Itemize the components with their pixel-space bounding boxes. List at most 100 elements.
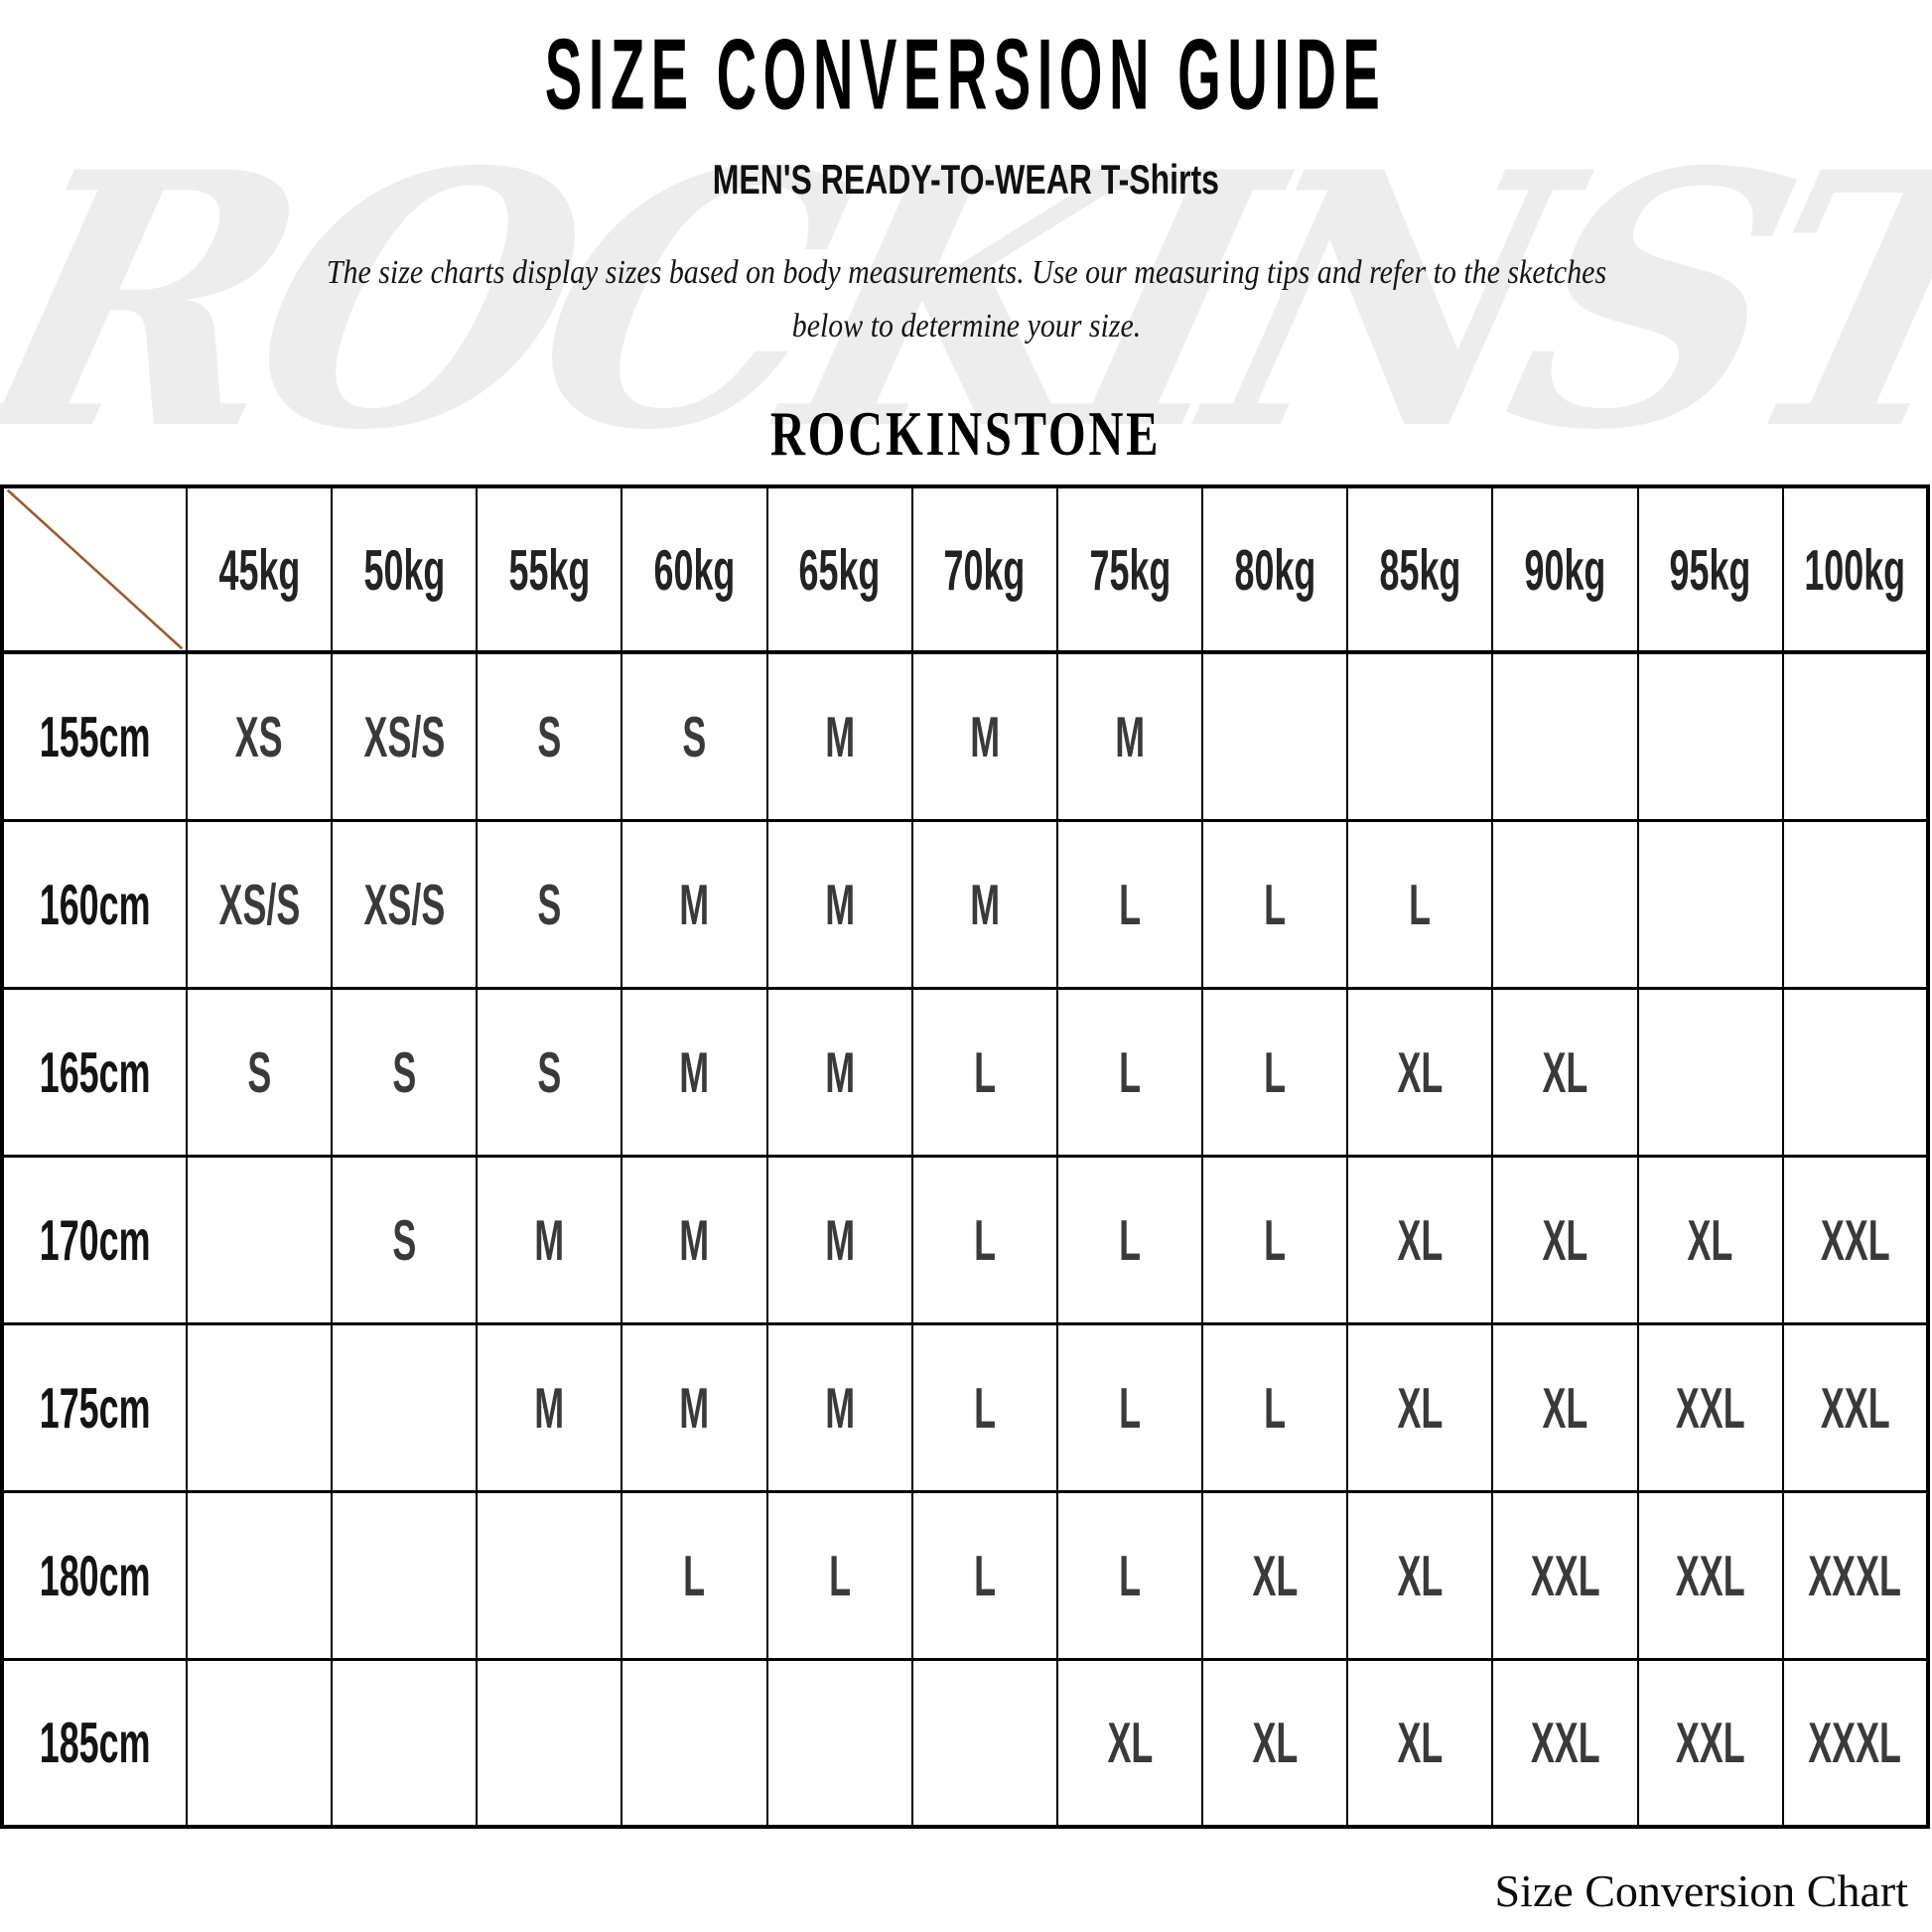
size-cell-empty [621,1657,768,1829]
size-cell-180cm-L: L [910,1489,1058,1661]
subtitle: MEN'S READY-TO-WEAR T-Shirts [0,157,1932,204]
size-cell-180cm-XXL: XXL [1636,1489,1784,1661]
weight-header-65kg: 65kg [765,484,913,654]
brand-name: ROCKINSTONE [770,398,1162,469]
size-cell-185cm-XL: XL [1346,1657,1494,1829]
size-cell-175cm-L: L [1201,1321,1349,1493]
size-cell-155cm-M: M [1055,650,1204,822]
size-cell-170cm-S: S [331,1154,479,1325]
size-cell-170cm-L: L [910,1154,1058,1325]
size-cell-155cm-S: S [621,650,768,822]
size-cell-175cm-L: L [910,1321,1058,1493]
size-cell-165cm-XL: XL [1346,986,1494,1158]
size-cell-170cm-M: M [621,1154,768,1325]
size-cell-170cm-M: M [765,1154,913,1325]
size-cell-155cm-XS: XS [185,650,334,822]
weight-header-50kg: 50kg [331,484,479,654]
size-cell-170cm-XL: XL [1346,1154,1494,1325]
size-cell-165cm-S: S [185,986,334,1158]
size-cell-empty [1491,818,1639,990]
size-table-body: 155cm XS XS/S S S M M M 160cm XS/S XS/S S M M M L L L 165c… [1,650,1930,1829]
table-row-170cm: 170cm S M M M L L L XL XL XL XXL [1,1154,1930,1325]
weight-header-90kg: 90kg [1491,484,1639,654]
size-cell-empty [910,1657,1058,1829]
size-cell-empty [1781,650,1930,822]
size-cell-170cm-L: L [1201,1154,1349,1325]
size-cell-empty [476,1657,623,1829]
size-cell-175cm-M: M [621,1321,768,1493]
size-cell-170cm-M: M [476,1154,623,1325]
weight-header-60kg: 60kg [621,484,768,654]
size-cell-165cm-S: S [331,986,479,1158]
size-cell-165cm-XL: XL [1491,986,1639,1158]
size-cell-160cm-M: M [621,818,768,990]
size-cell-180cm-L: L [1055,1489,1204,1661]
size-cell-155cm-XS/S: XS/S [331,650,479,822]
size-cell-175cm-M: M [765,1321,913,1493]
height-header-185cm: 185cm [1,1657,188,1829]
size-cell-160cm-L: L [1346,818,1494,990]
size-cell-155cm-S: S [476,650,623,822]
size-cell-175cm-XL: XL [1346,1321,1494,1493]
size-cell-empty [185,1154,334,1325]
size-cell-180cm-L: L [765,1489,913,1661]
height-header-155cm: 155cm [1,650,188,822]
height-header-160cm: 160cm [1,818,188,990]
size-cell-empty [476,1489,623,1661]
size-cell-185cm-XL: XL [1201,1657,1349,1829]
table-row-175cm: 175cm M M M L L L XL XL XXL XXL [1,1321,1930,1493]
size-cell-empty [1346,650,1494,822]
size-cell-empty [1491,650,1639,822]
size-cell-185cm-XXL: XXL [1636,1657,1784,1829]
size-cell-160cm-M: M [910,818,1058,990]
weight-header-100kg: 100kg [1781,484,1930,654]
description-line-2: below to determine your size. [791,308,1141,345]
size-cell-170cm-XXL: XXL [1781,1154,1930,1325]
size-cell-empty [1781,986,1930,1158]
size-cell-155cm-M: M [910,650,1058,822]
weight-header-row: 45kg 50kg 55kg 60kg 65kg 70kg 75kg 80kg 85kg 90kg… [1,484,1930,654]
size-cell-160cm-XS/S: XS/S [331,818,479,990]
size-cell-170cm-XL: XL [1491,1154,1639,1325]
weight-header-70kg: 70kg [910,484,1058,654]
size-cell-175cm-XXL: XXL [1636,1321,1784,1493]
subtitle-product: T-Shirts [1100,157,1220,204]
size-cell-160cm-XS/S: XS/S [185,818,334,990]
size-cell-175cm-M: M [476,1321,623,1493]
size-cell-empty [331,1321,479,1493]
size-cell-165cm-L: L [1055,986,1204,1158]
weight-header-80kg: 80kg [1201,484,1349,654]
size-cell-185cm-XXXL: XXXL [1781,1657,1930,1829]
size-cell-185cm-XXL: XXL [1491,1657,1639,1829]
size-cell-175cm-XL: XL [1491,1321,1639,1493]
corner-cell [1,484,188,654]
size-cell-empty [331,1657,479,1829]
height-header-165cm: 165cm [1,986,188,1158]
diagonal-line-icon [4,488,186,650]
size-cell-160cm-S: S [476,818,623,990]
size-cell-180cm-XXL: XXL [1491,1489,1639,1661]
size-cell-180cm-XL: XL [1201,1489,1349,1661]
size-cell-165cm-M: M [621,986,768,1158]
size-cell-empty [185,1489,334,1661]
size-cell-empty [1201,650,1349,822]
table-row-165cm: 165cm S S S M M L L L XL XL [1,986,1930,1158]
weight-header-85kg: 85kg [1346,484,1494,654]
subtitle-category: MEN'S READY-TO-WEAR [712,157,1093,204]
size-conversion-table: 45kg 50kg 55kg 60kg 65kg 70kg 75kg 80kg 85kg 90kg… [0,484,1930,1829]
size-cell-165cm-L: L [1201,986,1349,1158]
size-cell-160cm-M: M [765,818,913,990]
size-cell-165cm-M: M [765,986,913,1158]
weight-header-95kg: 95kg [1636,484,1784,654]
weight-header-55kg: 55kg [476,484,623,654]
size-cell-180cm-XXXL: XXXL [1781,1489,1930,1661]
table-row-155cm: 155cm XS XS/S S S M M M [1,650,1930,822]
size-cell-165cm-L: L [910,986,1058,1158]
table-row-160cm: 160cm XS/S XS/S S M M M L L L [1,818,1930,990]
size-cell-160cm-L: L [1201,818,1349,990]
table-row-180cm: 180cm L L L L XL XL XXL XXL XXXL [1,1489,1930,1661]
size-cell-160cm-L: L [1055,818,1204,990]
page-title: SIZE CONVERSION GUIDE [545,17,1387,131]
size-cell-170cm-L: L [1055,1154,1204,1325]
size-cell-185cm-XL: XL [1055,1657,1204,1829]
